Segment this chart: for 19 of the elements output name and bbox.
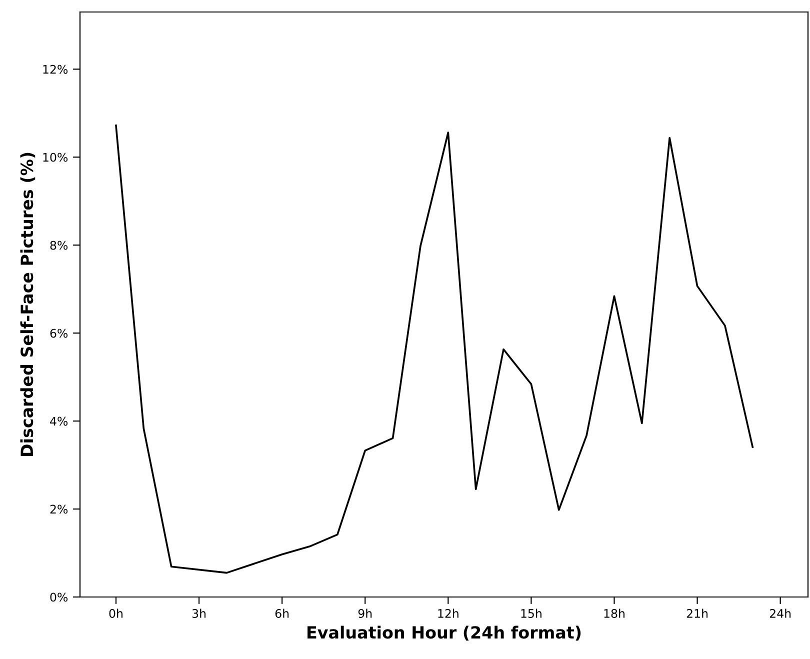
line-series xyxy=(115,124,754,574)
x-tick-label: 12h xyxy=(438,608,458,618)
x-axis-title: Evaluation Hour (24h format) xyxy=(308,626,581,641)
y-tick-label: 10% xyxy=(43,152,68,162)
y-tick-label: 6% xyxy=(50,328,68,338)
x-tick-label: 6h xyxy=(275,608,289,618)
x-tick-label: 15h xyxy=(521,608,542,618)
x-tick-label: 0h xyxy=(109,608,122,618)
y-axis-title: Discarded Self-Face Pictures (%) xyxy=(20,152,36,456)
x-tick-label: 9h xyxy=(358,608,372,618)
x-tick-label: 18h xyxy=(604,608,624,618)
x-tick-label: 3h xyxy=(192,608,206,618)
y-tick-label: 12% xyxy=(43,64,68,74)
x-tick-label: 24h xyxy=(770,608,791,618)
y-tick-label: 2% xyxy=(50,504,68,514)
y-tick-label: 0% xyxy=(50,592,68,602)
y-tick-label: 4% xyxy=(50,416,68,426)
x-tick-label: 21h xyxy=(686,608,708,618)
y-tick-label: 8% xyxy=(50,240,68,250)
